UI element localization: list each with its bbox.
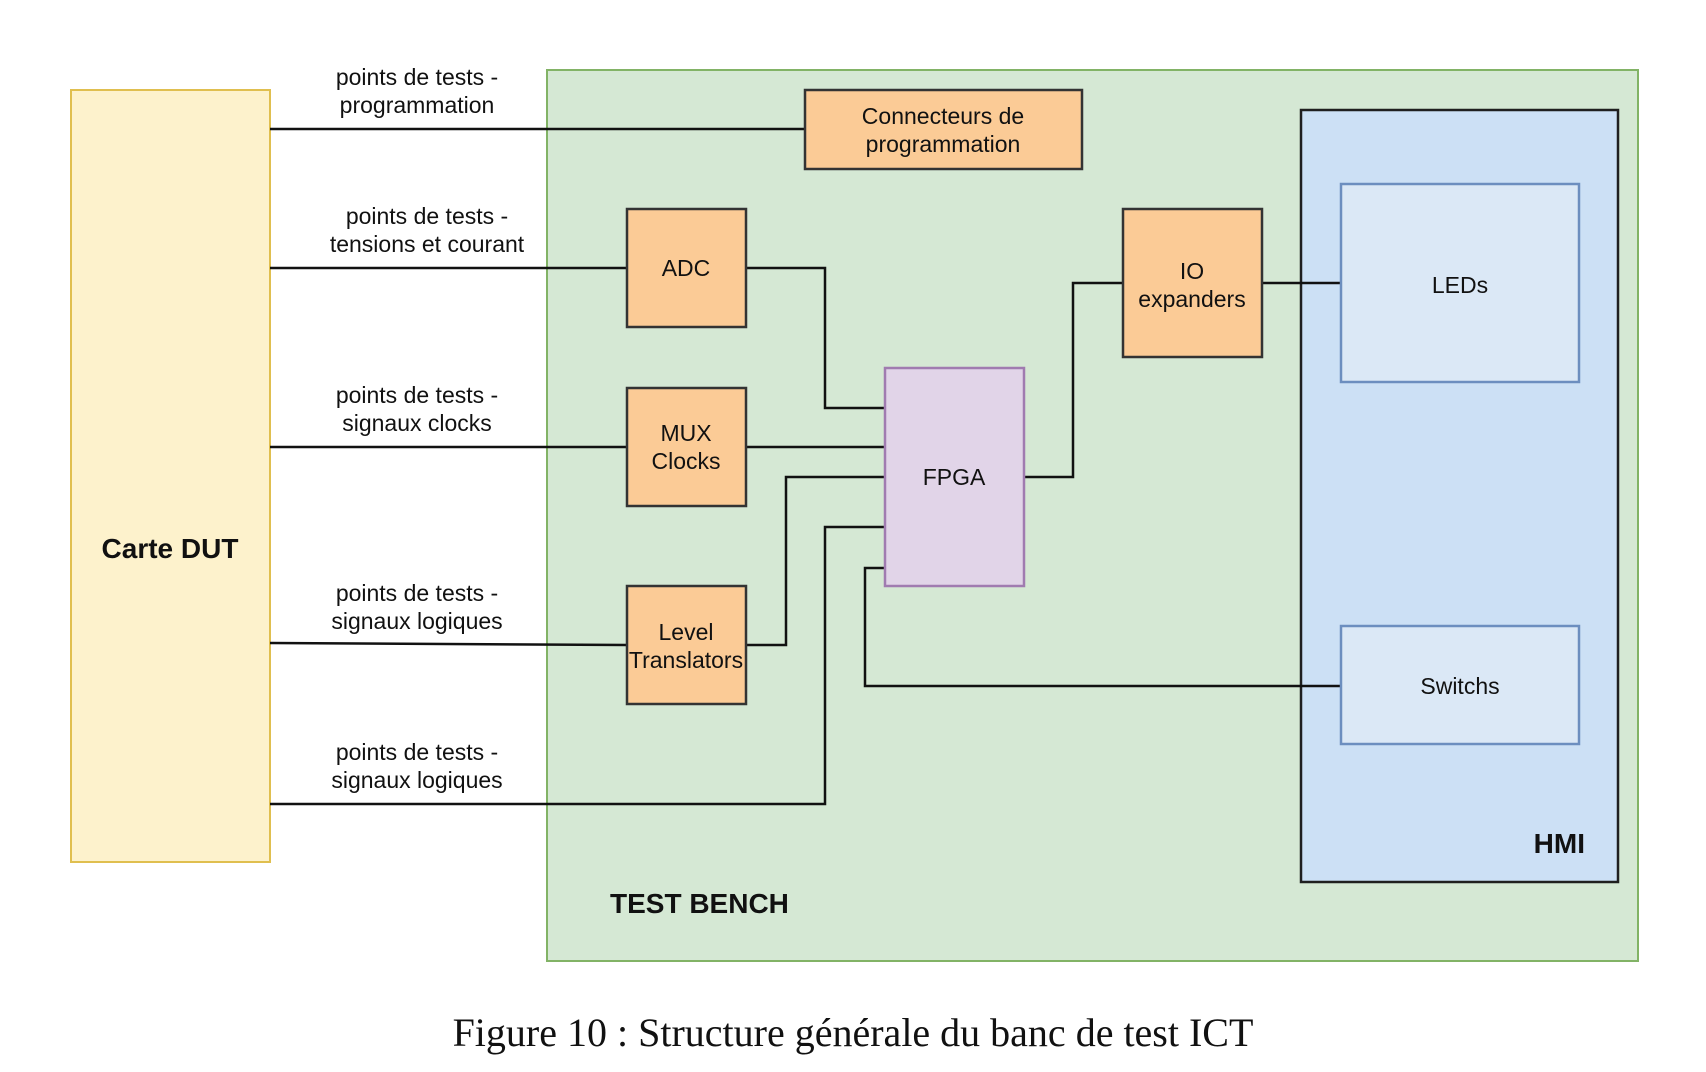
conn-label-programmation-1: points de tests - [336, 64, 498, 90]
fpga-box [883, 366, 1026, 588]
programming-connectors-box [803, 88, 1084, 171]
adc-box [625, 207, 748, 329]
level-translators-label-2: Translators [629, 647, 743, 673]
mux-clocks-label-2: Clocks [651, 448, 720, 474]
mux-clocks-box [625, 386, 748, 508]
programming-connectors-label-2: programmation [866, 131, 1021, 157]
leds-label: LEDs [1432, 272, 1488, 298]
wire-level-fpga [746, 475, 885, 647]
conn-label-clocks-2: signaux clocks [342, 410, 492, 436]
connection-wires [269, 127, 1341, 806]
figure-caption: Figure 10 : Structure générale du banc d… [453, 1010, 1254, 1055]
wire-fpga-switchs [863, 566, 1341, 688]
level-translators-box [625, 584, 748, 706]
conn-label-logiques-1a: points de tests - [336, 580, 498, 606]
conn-label-tensions-2: tensions et courant [330, 231, 525, 257]
conn-label-logiques-2b: signaux logiques [331, 767, 502, 793]
hmi-label: HMI [1534, 828, 1585, 859]
conn-label-programmation-2: programmation [340, 92, 495, 118]
dut-box [70, 89, 271, 863]
io-expanders-label-1: IO [1180, 258, 1204, 284]
level-translators-label-1: Level [659, 619, 714, 645]
adc-label: ADC [662, 255, 711, 281]
wire-signaux-logiques-2 [270, 525, 885, 806]
mux-clocks-label-1: MUX [660, 420, 711, 446]
programming-connectors-label-1: Connecteurs de [862, 103, 1024, 129]
leds-box [1339, 182, 1581, 384]
wire-fpga-io-expanders [1024, 281, 1123, 479]
wire-signaux-logiques-1 [269, 641, 628, 647]
fpga-label: FPGA [923, 464, 986, 490]
conn-label-clocks-1: points de tests - [336, 382, 498, 408]
io-expanders-box [1121, 207, 1264, 359]
switchs-label: Switchs [1420, 673, 1499, 699]
conn-label-logiques-2a: points de tests - [336, 739, 498, 765]
io-expanders-label-2: expanders [1138, 286, 1245, 312]
test-bench-label: TEST BENCH [610, 888, 789, 919]
dut-label: Carte DUT [102, 533, 239, 564]
conn-label-logiques-1b: signaux logiques [331, 608, 502, 634]
switchs-box [1339, 624, 1581, 746]
conn-label-tensions-1: points de tests - [346, 203, 508, 229]
wire-adc-fpga [746, 266, 885, 410]
